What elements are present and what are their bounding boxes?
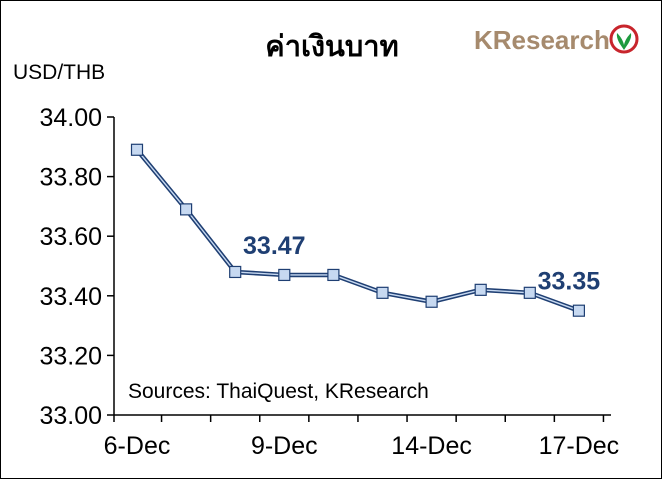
data-label-layer: 33.47 33.35 xyxy=(243,232,600,296)
series-layer xyxy=(130,143,586,317)
y-tick-label: 33.80 xyxy=(39,164,102,192)
series-line-highlight xyxy=(136,149,580,312)
kbank-emblem-icon xyxy=(609,24,639,54)
data-point-marker xyxy=(376,286,389,299)
x-tick-label: 17-Dec xyxy=(539,432,620,460)
y-axis-unit-label: USD/THB xyxy=(13,61,105,84)
data-point-marker xyxy=(229,265,242,279)
y-tick-label: 33.20 xyxy=(39,342,102,370)
data-point-marker xyxy=(474,283,487,296)
y-tick-label: 34.00 xyxy=(39,104,102,132)
x-axis: 6-Dec 9-Dec 14-Dec 17-Dec xyxy=(104,414,620,460)
data-point-marker xyxy=(572,304,586,317)
data-point-marker xyxy=(425,295,438,308)
kresearch-logo: KResearch xyxy=(474,24,639,55)
y-tick-label: 33.40 xyxy=(39,283,102,311)
data-point-marker xyxy=(180,203,193,216)
y-axis: 34.00 33.80 33.60 33.40 33.20 33.00 xyxy=(39,104,115,430)
data-point-marker xyxy=(523,286,536,299)
data-label: 33.35 xyxy=(538,268,601,296)
chart-title: ค่าเงินบาท xyxy=(265,29,398,63)
data-label: 33.47 xyxy=(243,232,306,260)
y-tick-label: 33.00 xyxy=(39,402,102,430)
x-tick-label: 9-Dec xyxy=(251,432,318,460)
data-point-marker xyxy=(327,268,340,282)
x-tick-label: 6-Dec xyxy=(104,432,171,460)
logo-text: KResearch xyxy=(474,25,610,55)
y-tick-label: 33.60 xyxy=(39,223,102,251)
data-point-marker xyxy=(278,268,291,282)
data-point-marker xyxy=(130,143,144,156)
source-note: Sources: ThaiQuest, KResearch xyxy=(128,380,429,403)
x-tick-label: 14-Dec xyxy=(391,432,472,460)
